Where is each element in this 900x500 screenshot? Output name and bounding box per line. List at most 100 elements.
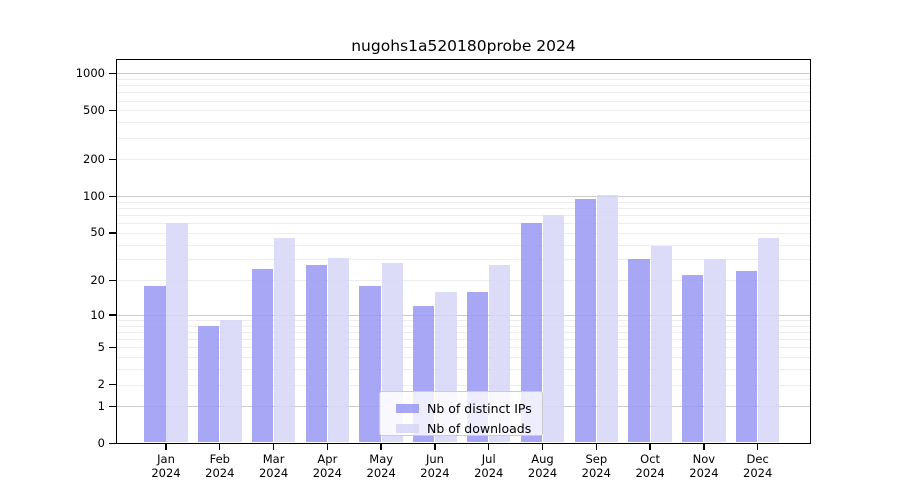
x-label-month: May — [369, 452, 394, 466]
y-tick-mark — [109, 314, 116, 316]
legend-label: Nb of downloads — [427, 420, 532, 436]
gridline-minor — [116, 259, 811, 261]
x-label-year: 2024 — [312, 466, 342, 480]
x-label-month: Nov — [692, 452, 716, 466]
bar-distinct_ips-dec — [735, 271, 758, 443]
y-tick-label: 100 — [83, 188, 105, 203]
bar-distinct_ips-may — [359, 285, 381, 443]
bar-downloads-mar — [274, 238, 296, 443]
gridline-minor — [116, 223, 811, 225]
bar-downloads-apr — [327, 257, 350, 443]
x-tick-label: Aug 2024 — [511, 452, 575, 480]
x-tick-label: May 2024 — [349, 452, 413, 480]
x-label-month: Sep — [585, 452, 608, 466]
legend-item: Nb of downloads — [396, 418, 532, 438]
y-tick-label: 50 — [90, 225, 105, 240]
x-tick-mark — [595, 444, 597, 450]
bar-distinct_ips-jan — [144, 285, 166, 443]
y-tick-label: 0 — [97, 436, 105, 450]
y-tick-label: 5 — [97, 339, 105, 354]
chart-title: nugohs1a520180probe 2024 — [351, 37, 576, 55]
x-tick-label: Jul 2024 — [457, 452, 521, 480]
x-label-month: Apr — [317, 452, 338, 466]
legend: Nb of distinct IPs Nb of downloads — [379, 391, 543, 436]
bar-downloads-sep — [596, 194, 619, 443]
gridline-minor — [116, 137, 811, 139]
gridline-minor — [116, 92, 811, 94]
gridline-minor — [116, 325, 811, 327]
y-tick-mark — [109, 232, 116, 234]
x-tick-label: Jun 2024 — [403, 452, 467, 480]
bar-downloads-feb — [220, 320, 242, 443]
bar-distinct_ips-mar — [251, 268, 274, 443]
y-tick-label: 2 — [97, 377, 105, 392]
y-tick-label: 500 — [83, 102, 105, 117]
y-tick-mark — [109, 442, 116, 445]
gridline-minor — [116, 332, 811, 334]
x-label-month: Jan — [157, 452, 175, 466]
x-label-year: 2024 — [635, 466, 665, 480]
x-label-year: 2024 — [581, 466, 611, 480]
legend-label: Nb of distinct IPs — [427, 400, 532, 416]
x-tick-label: Jan 2024 — [134, 452, 198, 480]
x-tick-mark — [756, 444, 759, 450]
gridline-minor — [116, 100, 811, 102]
x-label-year: 2024 — [743, 466, 773, 480]
legend-swatch-downloads — [396, 423, 419, 433]
x-label-year: 2024 — [527, 466, 558, 480]
y-tick-mark — [109, 195, 116, 197]
y-tick-mark — [109, 383, 116, 386]
x-label-year: 2024 — [689, 466, 719, 480]
x-tick-label: Dec 2024 — [726, 452, 790, 480]
legend-item: Nb of distinct IPs — [396, 398, 532, 418]
x-tick-mark — [434, 444, 436, 450]
x-label-month: Jul — [481, 452, 496, 466]
gridline-minor — [116, 78, 811, 80]
gridline-minor — [116, 159, 811, 161]
x-tick-label: Oct 2024 — [618, 452, 682, 480]
y-tick-label: 1 — [97, 398, 105, 413]
x-tick-label: Feb 2024 — [188, 452, 252, 480]
gridline-minor — [116, 232, 811, 234]
y-tick-label: 1000 — [75, 65, 105, 80]
x-label-month: Dec — [746, 452, 769, 466]
gridline-minor — [116, 244, 811, 246]
x-label-year: 2024 — [366, 466, 396, 480]
x-tick-mark — [649, 444, 651, 450]
bar-distinct_ips-oct — [628, 259, 650, 443]
gridline-major — [116, 315, 811, 316]
y-tick-label: 10 — [90, 307, 105, 322]
bar-distinct_ips-apr — [305, 264, 327, 443]
x-label-year: 2024 — [205, 466, 235, 480]
gridline-minor — [116, 347, 811, 349]
gridline-minor — [116, 320, 811, 322]
bar-distinct_ips-feb — [198, 325, 220, 443]
x-tick-label: Apr 2024 — [295, 452, 359, 480]
x-label-month: Aug — [531, 452, 554, 466]
x-tick-label: Nov 2024 — [672, 452, 736, 480]
gridline-major — [116, 196, 811, 198]
x-label-month: Oct — [640, 452, 661, 466]
x-label-month: Jun — [425, 452, 444, 466]
gridline-minor — [116, 122, 811, 124]
x-tick-mark — [703, 444, 705, 450]
bar-downloads-nov — [704, 259, 726, 443]
gridline-minor — [116, 208, 811, 210]
x-tick-mark — [165, 444, 167, 450]
gridline-minor — [116, 280, 811, 282]
y-tick-mark — [109, 158, 116, 161]
bar-downloads-aug — [542, 215, 565, 443]
plot-area: Nb of distinct IPs Nb of downloads — [116, 59, 811, 444]
gridline-minor — [116, 357, 811, 359]
x-label-year: 2024 — [474, 466, 504, 480]
gridline-minor — [116, 110, 811, 112]
gridline-minor — [116, 201, 811, 203]
y-tick-mark — [109, 346, 116, 349]
bar-distinct_ips-aug — [520, 223, 543, 443]
x-tick-mark — [488, 444, 490, 450]
bar-distinct_ips-sep — [574, 199, 596, 443]
gridline-minor — [116, 369, 811, 371]
gridline-minor — [116, 85, 811, 87]
x-tick-mark — [219, 444, 221, 450]
